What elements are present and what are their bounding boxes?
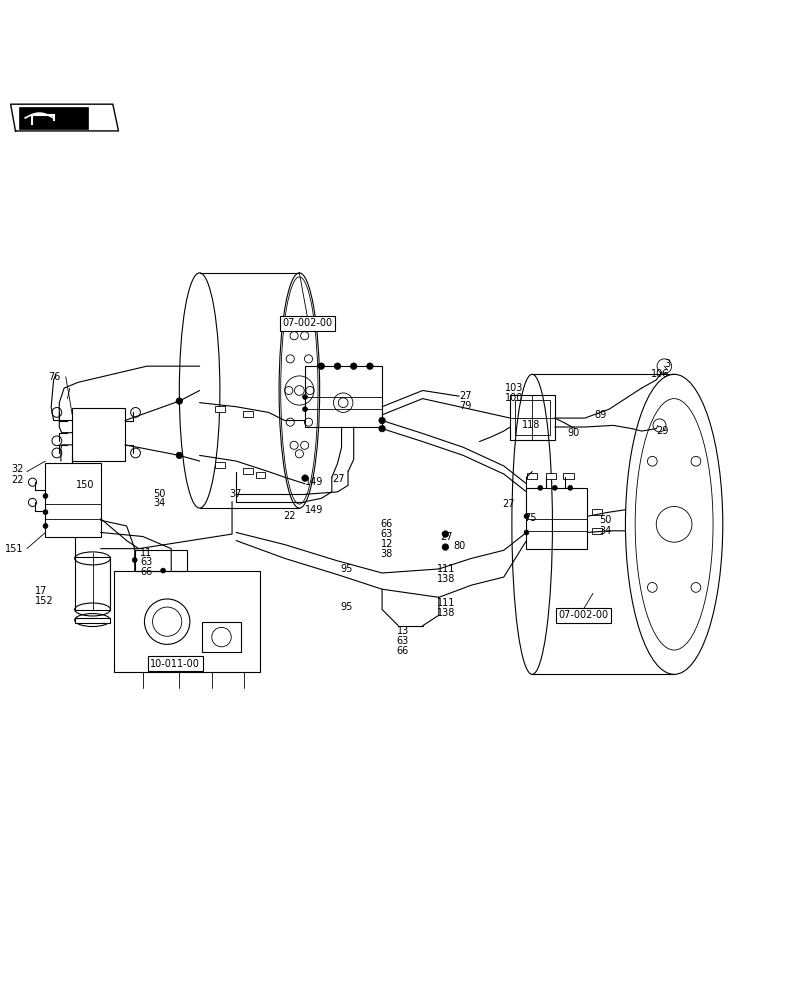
Circle shape [441,531,448,537]
Bar [563,473,573,479]
Circle shape [567,485,572,490]
Circle shape [303,395,307,399]
Circle shape [43,524,48,528]
Text: 111: 111 [437,564,455,574]
Circle shape [303,407,307,412]
Text: 66: 66 [397,646,409,656]
Circle shape [523,530,528,535]
Text: 111: 111 [437,598,455,608]
Circle shape [350,363,357,369]
Circle shape [176,398,182,404]
Text: 07-002-00: 07-002-00 [557,610,607,620]
Text: 17: 17 [35,586,47,596]
Text: 95: 95 [340,602,352,612]
Text: 138: 138 [437,608,455,618]
Text: 150: 150 [75,480,94,490]
Text: 79: 79 [458,401,471,411]
Circle shape [367,363,373,369]
Text: 75: 75 [523,513,536,523]
Bar [255,472,265,478]
Circle shape [318,363,324,369]
Text: 63: 63 [140,557,152,567]
Text: 80: 80 [453,541,466,551]
Circle shape [319,364,324,369]
Circle shape [43,510,48,515]
Text: 10-011-00: 10-011-00 [150,659,200,669]
Text: 106: 106 [650,369,669,379]
Text: 34: 34 [599,526,611,536]
Text: 22: 22 [11,475,24,485]
Circle shape [523,514,528,519]
Bar [75,557,110,610]
Text: 27: 27 [501,499,514,509]
Circle shape [351,364,356,369]
Bar [526,473,537,479]
Text: 27: 27 [440,532,453,542]
Text: 29: 29 [655,426,667,436]
Circle shape [334,363,341,369]
Bar [45,463,101,537]
Bar [243,468,253,474]
Bar [514,400,549,435]
Text: 138: 138 [437,574,455,584]
Circle shape [302,475,308,481]
Circle shape [161,568,165,573]
Text: 07-002-00: 07-002-00 [282,318,333,328]
Text: 63: 63 [380,529,393,539]
Text: 149: 149 [305,477,323,487]
Bar [114,571,260,672]
Text: 90: 90 [566,428,578,438]
Text: 50: 50 [153,489,165,499]
Circle shape [176,452,182,459]
Text: 66: 66 [140,567,152,577]
Circle shape [335,364,340,369]
Text: 38: 38 [380,549,393,559]
Text: 11: 11 [140,548,152,558]
Text: 63: 63 [397,636,409,646]
Text: 32: 32 [11,464,24,474]
Bar [215,462,225,468]
Text: 66: 66 [380,519,393,529]
Circle shape [537,485,542,490]
Text: 151: 151 [5,544,24,554]
Circle shape [132,558,137,562]
Circle shape [551,485,556,490]
Text: 152: 152 [35,596,54,606]
Bar [545,473,556,479]
Text: 89: 89 [594,410,606,420]
Text: 34: 34 [153,498,165,508]
Text: 76: 76 [48,372,60,382]
Text: 3: 3 [663,359,670,369]
Circle shape [379,425,385,432]
Bar [591,528,602,534]
Circle shape [441,544,448,550]
Text: 27: 27 [332,474,344,484]
Bar [72,408,125,461]
Text: 37: 37 [230,489,242,499]
Bar [305,366,382,427]
Circle shape [379,417,385,424]
Text: 95: 95 [340,564,352,574]
Bar [591,509,602,515]
Bar [215,406,225,412]
Text: 100: 100 [504,393,523,403]
Text: 22: 22 [283,511,295,521]
Text: 12: 12 [380,539,393,549]
Circle shape [43,494,48,498]
Text: 118: 118 [521,420,539,430]
Text: 50: 50 [599,515,611,525]
Text: 27: 27 [458,391,471,401]
Bar [75,618,110,623]
Text: 103: 103 [504,383,523,393]
Bar [243,411,253,417]
Bar [135,550,187,571]
Text: 13: 13 [397,626,409,636]
Bar [202,622,241,652]
Circle shape [367,364,372,369]
Bar [526,488,586,549]
Bar [19,107,88,129]
Bar [509,395,554,440]
Text: 149: 149 [305,505,323,515]
